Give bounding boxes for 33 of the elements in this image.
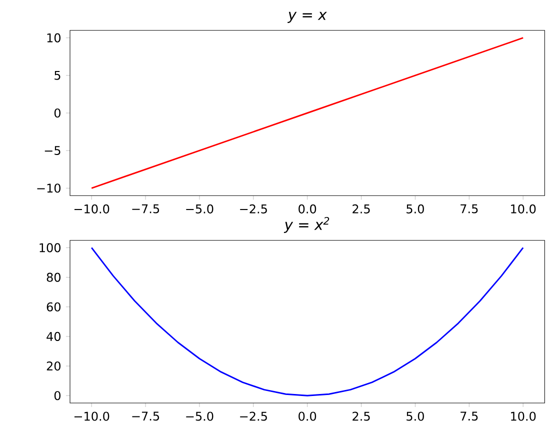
x-tick-label: 0.0 xyxy=(298,204,316,214)
x-tick-label: −10.0 xyxy=(74,412,110,421)
line-series xyxy=(90,246,524,396)
y-tick-label: 10 xyxy=(47,33,60,42)
y-tick-label: 60 xyxy=(46,302,60,312)
chart-title: y = x$^{2}$ xyxy=(284,216,330,233)
y-tick-label: −5 xyxy=(44,146,60,156)
x-tick-label: 0.0 xyxy=(298,412,316,421)
y-tick-label: 20 xyxy=(46,361,60,371)
x-tick-label: 2.5 xyxy=(352,204,370,214)
x-tick-label: 10.0 xyxy=(511,412,536,421)
y-tick-label: 5 xyxy=(54,70,60,80)
x-tick-label: 7.5 xyxy=(460,204,478,214)
x-tick-label: 2.5 xyxy=(352,412,370,421)
line-series xyxy=(90,37,524,189)
x-tick-label: −2.5 xyxy=(240,412,267,421)
y-tick-label: 0 xyxy=(54,108,60,118)
x-tick-label: 5.0 xyxy=(406,412,424,421)
chart-title: y = x xyxy=(287,12,327,23)
x-tick-label: −7.5 xyxy=(132,204,160,214)
x-tick-label: −7.5 xyxy=(132,412,160,421)
y-tick-label: 40 xyxy=(46,332,60,341)
x-tick-label: −5.0 xyxy=(186,412,214,421)
x-tick-label: 10.0 xyxy=(511,204,536,214)
x-tick-label: −10.0 xyxy=(74,204,110,214)
x-tick-label: 7.5 xyxy=(460,412,478,421)
y-tick-label: 80 xyxy=(46,272,60,282)
x-tick-label: 5.0 xyxy=(406,204,424,214)
y-tick-label: 0 xyxy=(54,391,60,400)
x-tick-label: −2.5 xyxy=(240,204,267,214)
y-tick-label: −10 xyxy=(37,184,60,193)
y-tick-label: 100 xyxy=(40,243,60,252)
x-tick-label: −5.0 xyxy=(186,204,214,214)
